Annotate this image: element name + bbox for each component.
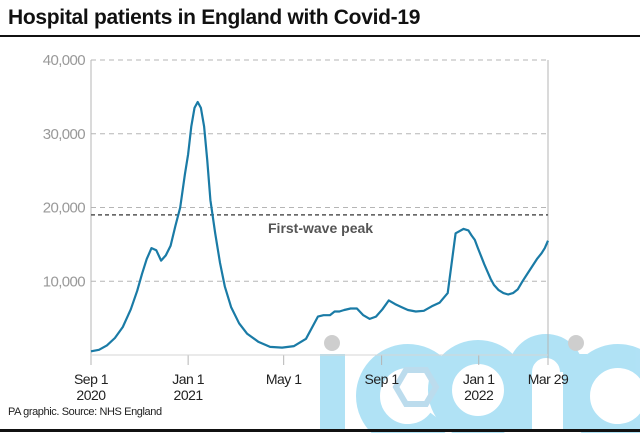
y-axis-ticks: 10,000 20,000 30,000 40,000	[43, 52, 86, 290]
x-tick-label: Jan 1	[172, 371, 204, 387]
chart-title: Hospital patients in England with Covid-…	[8, 6, 421, 29]
x-tick-year-label: 2020	[76, 387, 106, 403]
watermark-i2-dot	[568, 335, 584, 351]
title-divider	[0, 35, 640, 37]
watermark-c-2	[566, 344, 640, 433]
watermark-i-dot	[324, 335, 340, 351]
x-tick-year-label: 2022	[464, 387, 494, 403]
watermark-i-stem	[320, 354, 345, 430]
y-tick-label: 30,000	[43, 126, 86, 143]
source-note: PA graphic. Source: NHS England	[8, 406, 162, 418]
x-tick-year-label: 2021	[174, 387, 204, 403]
x-tick-label: Sep 1	[365, 371, 400, 387]
y-tick-label: 20,000	[43, 200, 86, 217]
series-line-hospital-patients	[90, 100, 550, 353]
y-tick-label: 10,000	[43, 273, 86, 290]
x-tick-label: May 1	[266, 371, 302, 387]
y-tick-label: 40,000	[43, 52, 86, 69]
watermark-hexagon	[392, 367, 440, 407]
iconic-watermark	[320, 334, 640, 433]
watermark-c-1	[356, 344, 450, 433]
grid-lines	[91, 59, 548, 282]
first-wave-peak-label: First-wave peak	[268, 220, 373, 236]
x-tick-label: Sep 1	[74, 371, 109, 387]
x-tick-label: Mar 29	[528, 371, 569, 387]
x-tick-label: Jan 1	[463, 371, 495, 387]
bottom-divider	[0, 429, 640, 432]
